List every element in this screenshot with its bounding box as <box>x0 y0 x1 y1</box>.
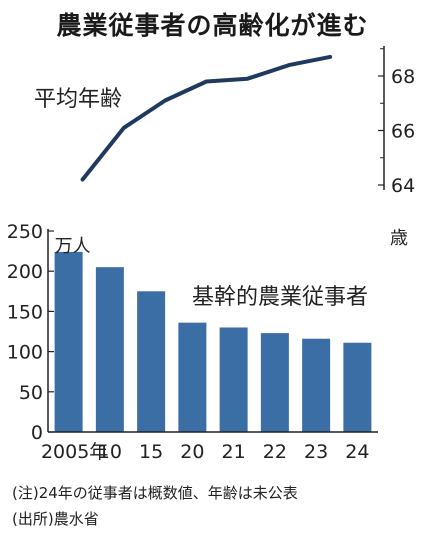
bar <box>137 291 166 432</box>
bar <box>343 342 372 432</box>
bar-x-tick-label: 10 <box>98 441 122 463</box>
line-y-tick-label: 66 <box>391 121 415 143</box>
bar-x-tick-label: 21 <box>222 441 246 463</box>
bar <box>219 327 248 432</box>
line-y-tick-label: 68 <box>391 66 415 88</box>
bar-x-tick-label: 2005年 <box>41 441 108 463</box>
line-unit-label: 歳 <box>390 228 408 249</box>
bar-x-tick-label: 22 <box>263 441 287 463</box>
bar-y-tick-label: 50 <box>19 382 43 404</box>
bar-x-tick-label: 20 <box>180 441 204 463</box>
bar <box>178 322 207 432</box>
line-point <box>163 99 167 103</box>
line-point <box>122 126 126 130</box>
line-point <box>204 79 208 83</box>
bar-x-tick-label: 15 <box>139 441 163 463</box>
line-point <box>81 178 85 182</box>
bar <box>260 333 289 432</box>
footnote: (注)24年の従事者は概数値、年齢は未公表 <box>12 484 298 502</box>
bar-series-label: 基幹的農業従事者 <box>192 285 368 310</box>
bar <box>54 251 83 432</box>
bar-y-tick-label: 250 <box>7 221 43 243</box>
bar-y-tick-label: 0 <box>31 422 43 444</box>
bar-x-tick-label: 24 <box>345 441 369 463</box>
line-point <box>328 55 332 59</box>
chart-title: 農業従事者の高齢化が進む <box>56 11 369 40</box>
source-note: (出所)農水省 <box>12 510 99 528</box>
line-point <box>246 77 250 81</box>
bar-y-tick-label: 200 <box>7 261 43 283</box>
bar <box>302 338 331 432</box>
bar-y-tick-label: 150 <box>7 301 43 323</box>
bar <box>95 267 124 432</box>
line-series-label: 平均年齢 <box>34 87 122 112</box>
bar-unit-label: 万人 <box>55 236 91 257</box>
line-series <box>80 54 333 182</box>
line-point <box>287 63 291 67</box>
bar-x-tick-label: 23 <box>304 441 328 463</box>
bar-y-tick-label: 100 <box>7 342 43 364</box>
line-y-tick-label: 64 <box>391 175 415 197</box>
